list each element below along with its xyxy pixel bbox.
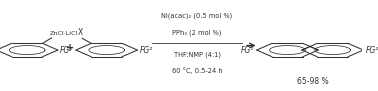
Text: THF:NMP (4:1): THF:NMP (4:1)	[174, 51, 220, 58]
Text: FG²: FG²	[139, 46, 153, 55]
Text: 60 °C, 0.5-24 h: 60 °C, 0.5-24 h	[172, 68, 222, 74]
Text: FG²: FG²	[366, 46, 378, 55]
Text: 65-98 %: 65-98 %	[297, 77, 328, 86]
Text: Ni(acac)₂ (0.5 mol %): Ni(acac)₂ (0.5 mol %)	[161, 12, 232, 19]
Text: FG¹: FG¹	[241, 46, 254, 55]
Text: +: +	[67, 43, 74, 53]
Text: ZnCl·LiCl: ZnCl·LiCl	[50, 31, 78, 36]
Text: X: X	[78, 28, 83, 37]
Text: PPh₃ (2 mol %): PPh₃ (2 mol %)	[172, 29, 222, 36]
Text: FG¹: FG¹	[60, 46, 73, 55]
